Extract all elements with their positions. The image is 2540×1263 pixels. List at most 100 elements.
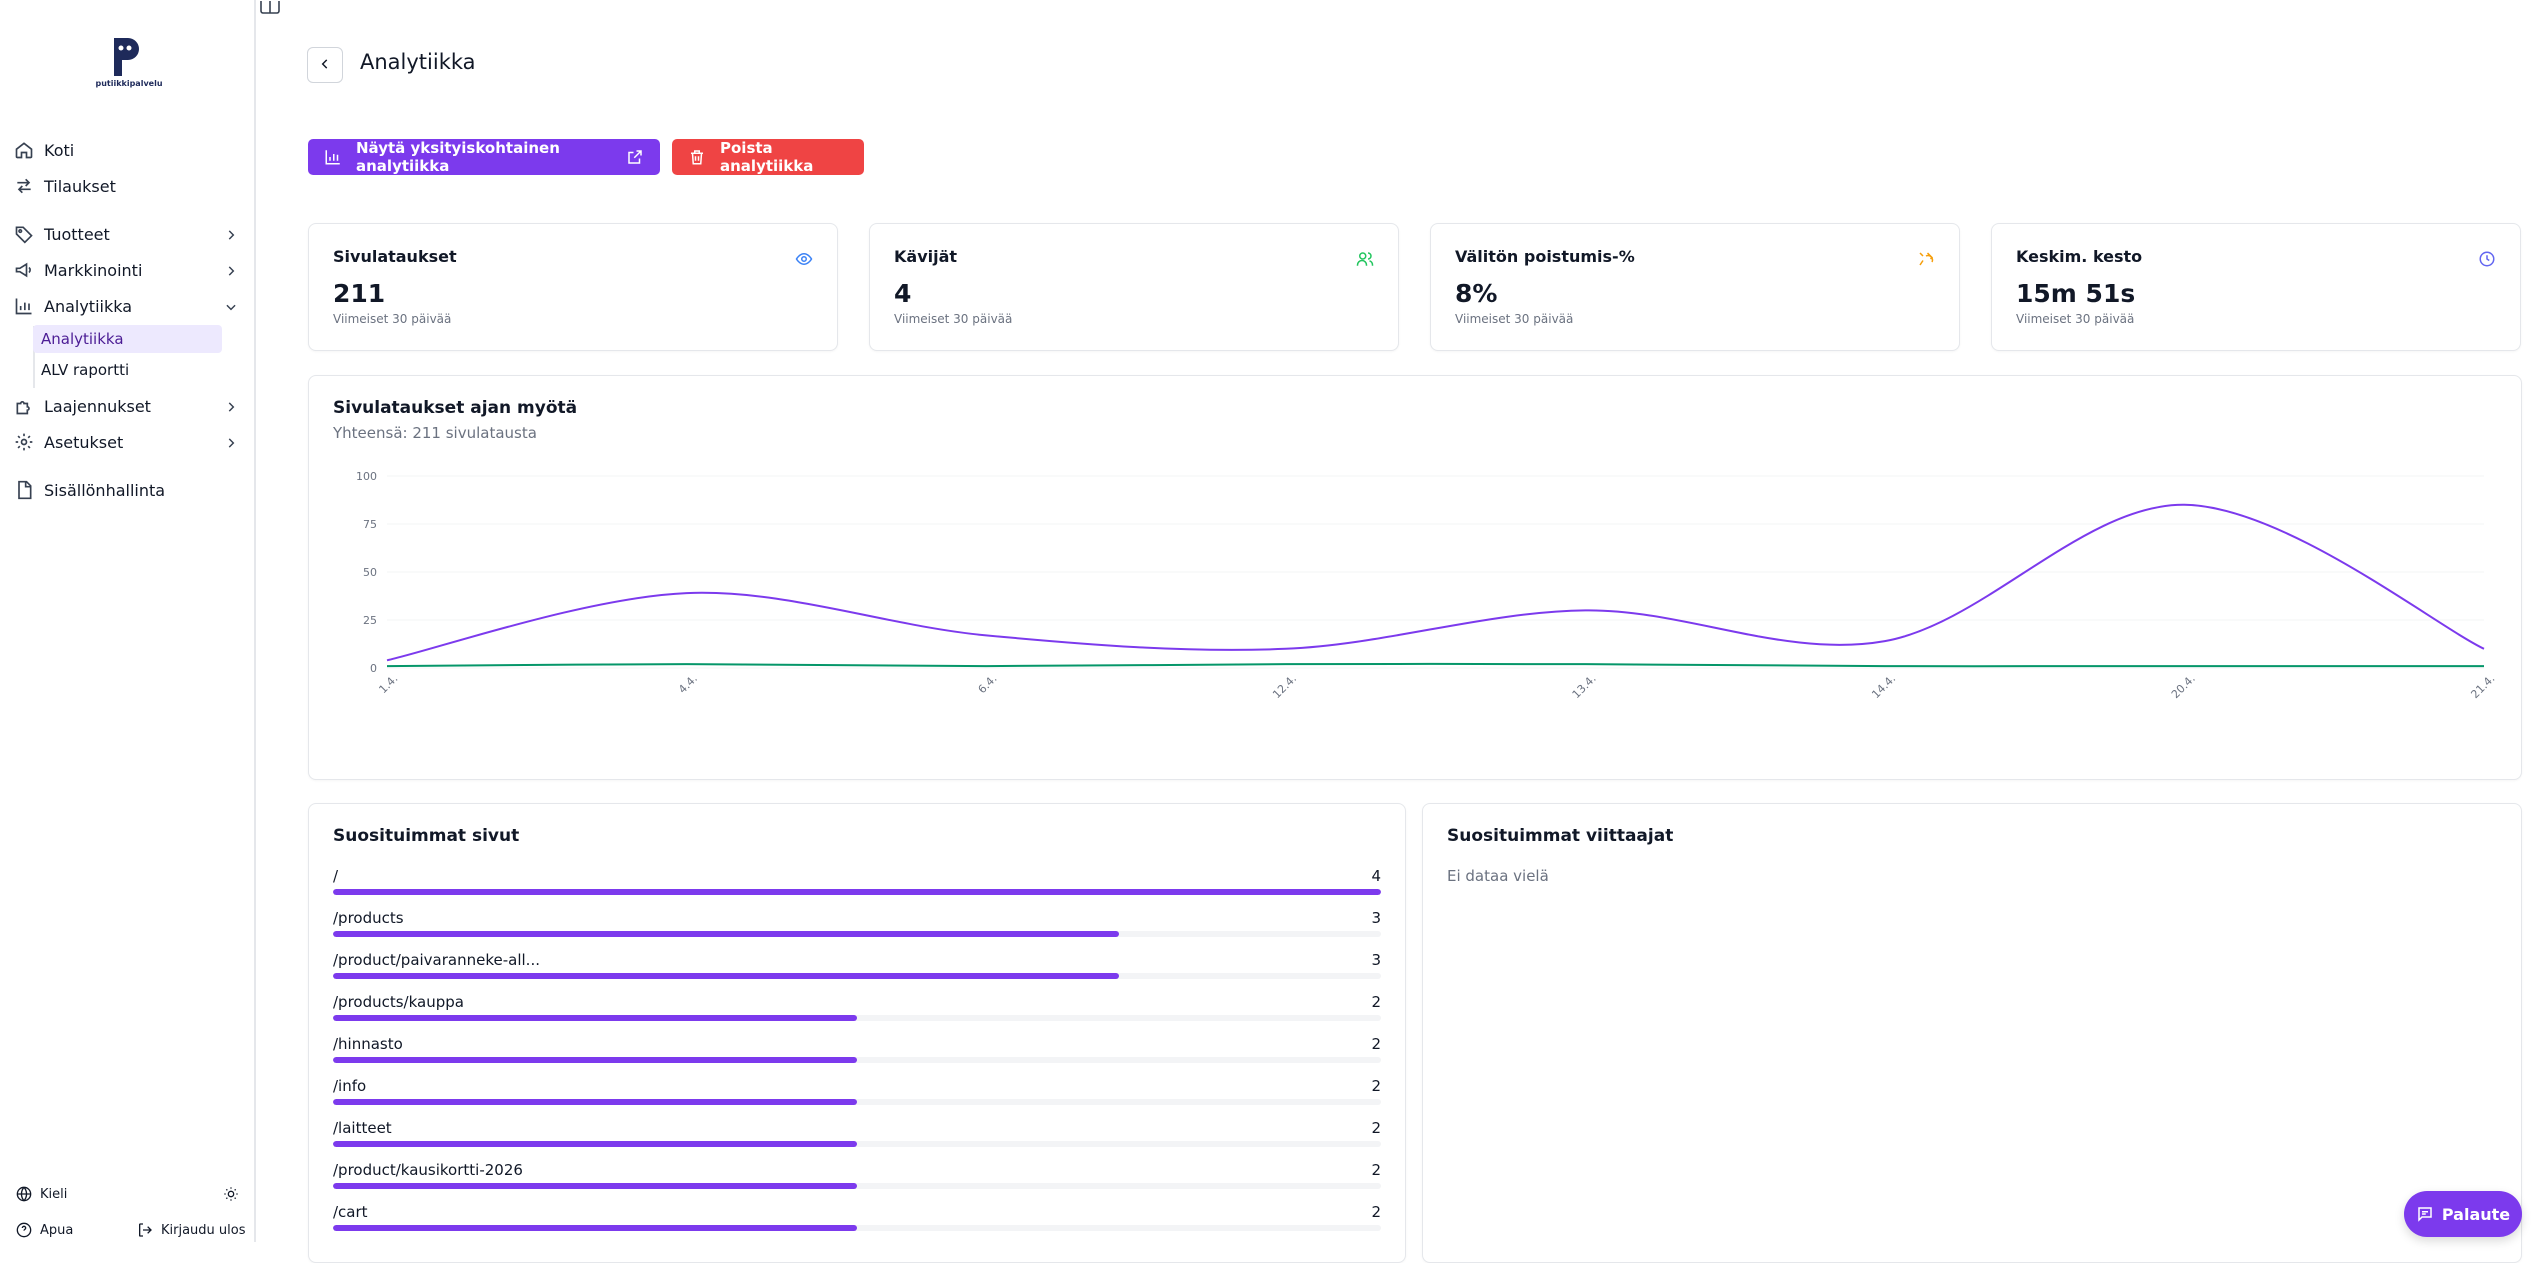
help-button[interactable]: Apua: [16, 1219, 73, 1241]
sidebar-item-laajennukset[interactable]: Laajennukset: [14, 391, 151, 421]
chevron-down-icon[interactable]: [224, 299, 238, 313]
page-path: /: [333, 867, 339, 885]
clock-icon: [2478, 250, 2496, 268]
gear-icon: [14, 432, 34, 452]
chevron-right-icon[interactable]: [224, 263, 238, 277]
chevron-right-icon[interactable]: [224, 435, 238, 449]
progress-track: [333, 931, 1381, 937]
feedback-label: Palaute: [2441, 1204, 2511, 1224]
stat-subtitle: Viimeiset 30 päivää: [333, 312, 452, 326]
sidebar-item-label: Markkinointi: [44, 260, 143, 280]
sidebar-item-asetukset[interactable]: Asetukset: [14, 427, 123, 457]
stat-value: 15m 51s: [2016, 279, 2136, 308]
page-path: /hinnasto: [333, 1035, 403, 1053]
y-tick-label: 75: [363, 518, 377, 531]
bounce-icon: [1917, 250, 1935, 268]
help-circle-icon: [16, 1222, 32, 1238]
top-pages-card: Suosituimmat sivut /4/products 3/product/…: [308, 803, 1406, 1263]
eye-icon: [795, 250, 813, 268]
chevron-right-icon[interactable]: [224, 399, 238, 413]
arrows-exchange-icon: [14, 176, 34, 196]
page-path: /cart: [333, 1203, 368, 1221]
sidebar-item-label: Sisällönhallinta: [44, 480, 166, 500]
page-count: 2: [1371, 1203, 1381, 1221]
stat-value: 8%: [1455, 279, 1498, 308]
logout-button[interactable]: Kirjaudu ulos: [137, 1219, 246, 1241]
list-item: /cart 2: [333, 1203, 1381, 1245]
y-tick-label: 25: [363, 614, 377, 627]
external-link-icon: [626, 148, 644, 166]
page-title: Analytiikka: [360, 50, 476, 74]
progress-track: [333, 1015, 1381, 1021]
sidebar-subitem-alv-raportti[interactable]: ALV raportti: [41, 361, 130, 379]
logout-icon: [137, 1222, 153, 1238]
sidebar-item-tuotteet[interactable]: Tuotteet: [14, 219, 110, 249]
list-item: /product/paivaranneke-all... 3: [333, 951, 1381, 993]
trash-icon: [688, 148, 706, 166]
sidebar-item-sisallonhallinta[interactable]: Sisällönhallinta: [14, 475, 165, 505]
page-count: 2: [1371, 993, 1381, 1011]
stat-title: Keskim. kesto: [2016, 247, 2143, 266]
stat-title: Sivulataukset: [333, 247, 457, 266]
submenu-divider: [33, 326, 35, 388]
list-item: /products/kauppa 2: [333, 993, 1381, 1035]
page-count: 3: [1371, 909, 1381, 927]
pageviews-chart-card: Sivulataukset ajan myötä Yhteensä: 211 s…: [308, 375, 2522, 780]
sidebar-item-tilaukset[interactable]: Tilaukset: [14, 171, 116, 201]
sidebar-item-label: Asetukset: [44, 432, 124, 452]
sidebar-item-label: Koti: [44, 140, 75, 160]
series-line-0: [386, 503, 2485, 662]
list-item: /4: [333, 867, 1381, 909]
sidebar-toggle-icon[interactable]: [260, 0, 280, 14]
progress-fill: [333, 1015, 857, 1021]
chevron-left-icon: [318, 56, 332, 75]
stat-value: 211: [333, 279, 386, 308]
sidebar-item-label: Analytiikka: [44, 296, 133, 316]
chevron-right-icon[interactable]: [224, 227, 238, 241]
sidebar-item-markkinointi[interactable]: Markkinointi: [14, 255, 142, 285]
language-button[interactable]: Kieli: [16, 1183, 67, 1205]
bar-chart-icon: [324, 148, 342, 166]
progress-track: [333, 973, 1381, 979]
delete-analytics-label: Poista analytiikka: [720, 139, 814, 175]
page-path: /product/paivaranneke-all...: [333, 951, 540, 969]
sidebar: putiikkipalvelu Koti Tilaukset Tuotteet …: [0, 0, 256, 1242]
series-line-1: [386, 662, 2484, 668]
back-button[interactable]: [307, 47, 343, 83]
delete-analytics-button[interactable]: Poista analytiikka: [672, 139, 864, 175]
sidebar-item-label: Tilaukset: [44, 176, 116, 196]
sidebar-item-analytiikka[interactable]: Analytiikka: [14, 291, 132, 321]
x-tick-label: 14.4.: [1869, 672, 1898, 701]
list-item: /product/kausikortti-2026 2: [333, 1161, 1381, 1203]
detailed-analytics-label: Näytä yksityiskohtainen analytiikka: [356, 139, 560, 175]
sidebar-item-label: Laajennukset: [44, 396, 151, 416]
logo[interactable]: putiikkipalvelu: [95, 34, 163, 90]
sidebar-item-label: Tuotteet: [44, 224, 110, 244]
list-item: /hinnasto 2: [333, 1035, 1381, 1077]
x-tick-label: 6.4.: [976, 672, 1000, 696]
language-label: Kieli: [40, 1186, 68, 1202]
progress-track: [333, 1099, 1381, 1105]
home-icon: [14, 140, 34, 160]
top-pages-title: Suosituimmat sivut: [333, 826, 520, 846]
page-path: /products: [333, 909, 404, 927]
list-item: /info 2: [333, 1077, 1381, 1119]
page-count: 4: [1371, 867, 1381, 885]
sidebar-item-koti[interactable]: Koti: [14, 135, 74, 165]
message-icon: [2416, 1205, 2434, 1223]
progress-fill: [333, 973, 1119, 979]
stat-value: 4: [894, 279, 912, 308]
page-path: /product/kausikortti-2026: [333, 1161, 523, 1179]
progress-fill: [333, 1141, 857, 1147]
sun-icon[interactable]: [223, 1186, 239, 1206]
sidebar-subitem-analytiikka[interactable]: Analytiikka: [33, 325, 222, 353]
top-referrers-title: Suosituimmat viittaajat: [1447, 826, 1674, 846]
y-tick-label: 50: [363, 566, 377, 579]
feedback-button[interactable]: Palaute: [2404, 1191, 2522, 1237]
progress-fill: [333, 1183, 857, 1189]
chart-title: Sivulataukset ajan myötä: [333, 398, 578, 418]
logo-text: putiikkipalvelu: [96, 79, 162, 88]
detailed-analytics-button[interactable]: Näytä yksityiskohtainen analytiikka: [308, 139, 660, 175]
globe-icon: [16, 1186, 32, 1202]
x-tick-label: 13.4.: [1570, 672, 1599, 701]
